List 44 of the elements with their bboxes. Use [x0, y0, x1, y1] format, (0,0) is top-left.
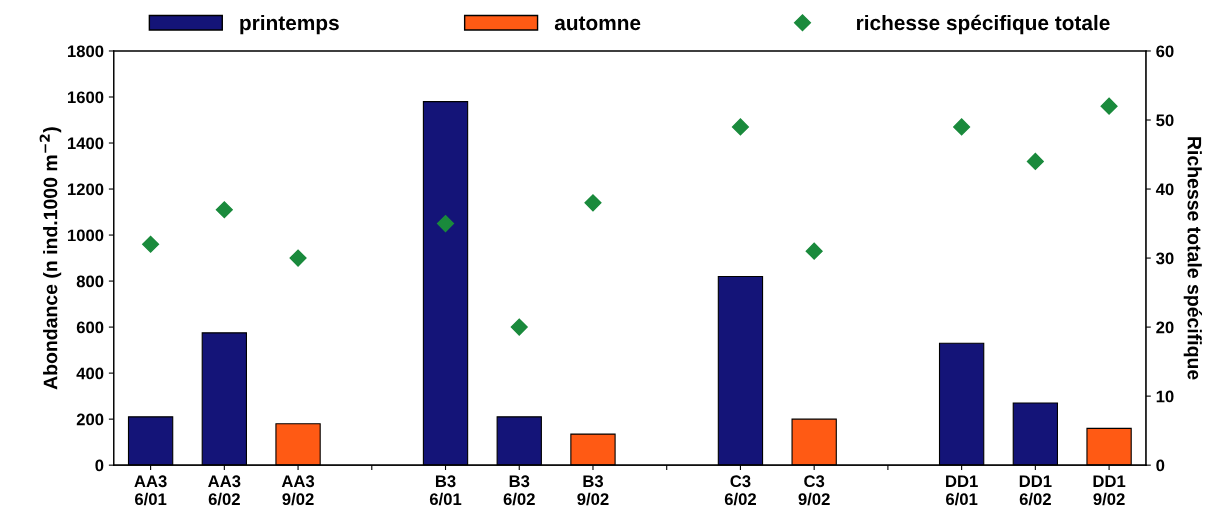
y-tick-label: 200	[76, 413, 104, 426]
point	[142, 235, 160, 253]
point	[436, 214, 455, 233]
y2-tick-label: 40	[1155, 183, 1174, 196]
x-tick-label: C3 6/02	[724, 475, 756, 506]
y2-axis-title: Richesse totale spécifique	[1183, 137, 1202, 380]
y-tick-label: 0	[95, 459, 104, 472]
y-axis-title: Abondance (n ind.1000 m$^{−2}$)	[39, 127, 62, 390]
y-tick-label: 1600	[67, 91, 104, 104]
x-tick-label: C3 9/02	[798, 475, 830, 506]
x-tick-label: B3 9/02	[577, 475, 609, 506]
x-tick-label: DD1 6/01	[946, 475, 978, 506]
point	[584, 194, 602, 212]
point	[805, 242, 823, 260]
point	[953, 118, 971, 136]
y-tick-label: 1200	[67, 183, 104, 196]
y-tick-label: 600	[76, 321, 104, 334]
y-tick-label: 800	[76, 275, 104, 288]
x-tick-label: B3 6/02	[503, 475, 535, 506]
legend-label: richesse spécifique totale	[857, 14, 1110, 35]
y-tick-label: 400	[76, 367, 104, 380]
legend-label: printemps	[240, 14, 339, 35]
y2-tick-label: 10	[1156, 390, 1174, 403]
point	[289, 249, 307, 267]
x-tick-label: AA3 9/02	[281, 475, 315, 506]
y-tick-label: 1000	[67, 229, 104, 242]
y2-tick-label: 20	[1156, 321, 1174, 334]
y2-tick-label: 0	[1156, 459, 1165, 472]
x-tick-label: DD1 6/02	[1019, 475, 1052, 506]
y-tick-label: 1400	[67, 137, 104, 150]
y2-tick-label: 60	[1156, 45, 1174, 58]
x-tick-label: AA3 6/01	[134, 475, 167, 506]
y-tick-label: 1800	[67, 45, 104, 58]
legend-label: automne	[554, 16, 641, 31]
point	[510, 318, 528, 336]
x-tick-label: B3 6/01	[429, 475, 462, 506]
x-tick-label: DD1 9/02	[1093, 475, 1126, 506]
point	[215, 201, 233, 219]
y2-tick-label: 50	[1156, 114, 1174, 127]
point	[1100, 97, 1118, 115]
point	[731, 118, 749, 136]
y2-tick-label: 30	[1156, 252, 1174, 265]
point	[1026, 152, 1044, 170]
x-tick-label: AA3 6/02	[208, 475, 241, 506]
